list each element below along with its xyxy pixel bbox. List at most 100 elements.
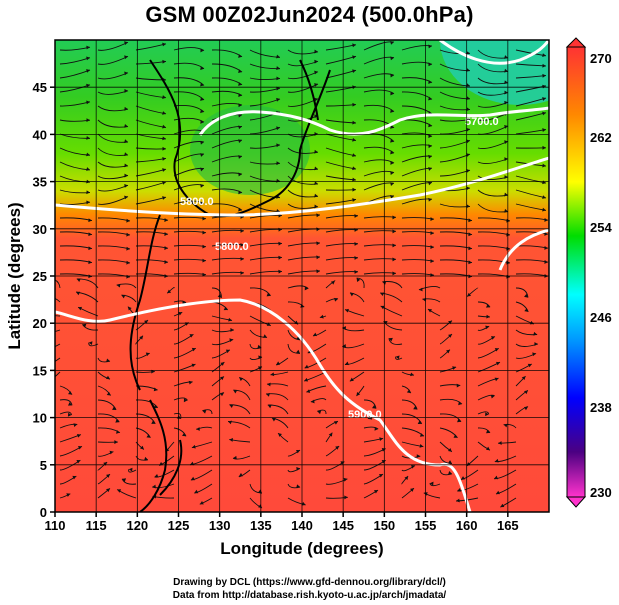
streamline-arrow (116, 429, 120, 434)
y-axis-label: Latitude (degrees) (5, 202, 24, 349)
streamline-arrow (349, 292, 354, 297)
streamline-arrow (233, 455, 237, 460)
streamline-arrow (390, 150, 394, 155)
streamline-arrow (452, 366, 457, 370)
streamline-arrow (468, 260, 472, 265)
streamline (477, 427, 491, 434)
streamline-arrow (50, 378, 54, 382)
streamline-arrow (276, 126, 280, 131)
streamline (439, 469, 453, 476)
streamline (287, 285, 309, 289)
streamline-arrow (240, 257, 244, 261)
streamline-arrow (126, 246, 130, 251)
streamline-arrow (276, 76, 280, 81)
contour-label-5900: 5900.0 (348, 409, 382, 421)
streamline-arrow (328, 432, 333, 437)
streamline-arrow (390, 195, 394, 199)
streamline-arrow (304, 364, 309, 369)
streamline-arrow (164, 232, 168, 236)
streamline-arrow (314, 193, 318, 198)
streamline-arrow (392, 257, 396, 262)
streamline-arrow (240, 243, 244, 247)
streamline (55, 343, 61, 348)
streamline-arrow (220, 376, 224, 381)
streamline-arrow (453, 434, 458, 438)
streamline-arrow (316, 213, 320, 218)
streamline-arrow (124, 173, 128, 178)
streamline-arrow (301, 501, 306, 506)
streamline-arrow (312, 332, 317, 337)
streamline (477, 140, 509, 149)
streamline-arrow (220, 392, 224, 397)
streamline-arrow (485, 412, 489, 417)
y-tick-label: 30 (33, 222, 47, 237)
streamline-arrow (238, 69, 242, 73)
streamline-arrow (430, 231, 434, 235)
streamline (128, 469, 137, 473)
streamline-arrow (67, 412, 72, 417)
streamline-arrow (352, 187, 356, 192)
streamline-arrow (504, 192, 508, 197)
streamline-arrow (278, 241, 282, 246)
streamline-arrow (534, 342, 538, 346)
streamline-arrow (162, 136, 166, 141)
streamline-arrow (40, 348, 44, 352)
streamline-arrow (239, 377, 244, 382)
streamline-arrow (276, 143, 280, 148)
streamline-arrow (428, 96, 432, 101)
streamline (388, 338, 403, 345)
streamline-arrow (430, 217, 434, 221)
streamline-arrow (504, 100, 508, 105)
streamline-arrow (466, 204, 470, 209)
streamline-arrow (122, 478, 127, 482)
streamline-arrow (191, 363, 196, 368)
streamline-arrow (103, 462, 108, 466)
streamline-arrow (126, 260, 130, 265)
streamline-arrow (390, 182, 394, 186)
streamline-arrow (112, 406, 117, 410)
streamline-arrow (278, 269, 282, 274)
streamline-arrow (428, 134, 432, 138)
streamline-arrow (524, 293, 528, 298)
streamline-arrow (352, 69, 356, 74)
streamline-arrow (524, 308, 529, 312)
streamline-arrow (388, 337, 393, 342)
x-tick-label: 130 (209, 518, 231, 533)
streamline-arrow (410, 372, 414, 377)
x-tick-label: 160 (456, 518, 478, 533)
streamline-arrow (154, 473, 159, 478)
streamline-arrow (124, 89, 128, 93)
streamline-arrow (258, 355, 262, 360)
streamline (401, 399, 418, 410)
streamline-arrow (296, 449, 300, 454)
streamline (477, 301, 491, 308)
streamline-arrow (413, 406, 418, 410)
streamline (275, 357, 289, 366)
streamline-arrow (76, 433, 81, 438)
streamline-arrow (406, 389, 411, 394)
streamline (97, 55, 129, 65)
streamline-arrow (457, 488, 462, 492)
streamline-arrow (296, 466, 300, 471)
streamline-arrow (314, 59, 318, 64)
streamline-arrow (116, 283, 121, 288)
streamline-arrow (200, 140, 204, 145)
streamline-arrow (49, 279, 53, 283)
streamline-arrow (352, 120, 356, 125)
streamline-arrow (225, 349, 230, 354)
streamline-arrow (504, 80, 508, 85)
streamline (97, 399, 117, 411)
x-tick-label: 165 (497, 518, 519, 533)
streamline-arrow (278, 433, 282, 437)
streamline-arrow (544, 218, 548, 222)
contour-5900-ne (498, 228, 549, 271)
contour-label-5700: 5700.0 (465, 116, 499, 128)
streamline-arrow (296, 336, 300, 340)
streamline (249, 287, 271, 297)
streamline-arrow (448, 320, 452, 325)
streamline-arrow (276, 54, 280, 59)
streamline-arrow (354, 242, 358, 246)
streamline-arrow (504, 55, 508, 59)
streamline-arrow (314, 70, 318, 75)
